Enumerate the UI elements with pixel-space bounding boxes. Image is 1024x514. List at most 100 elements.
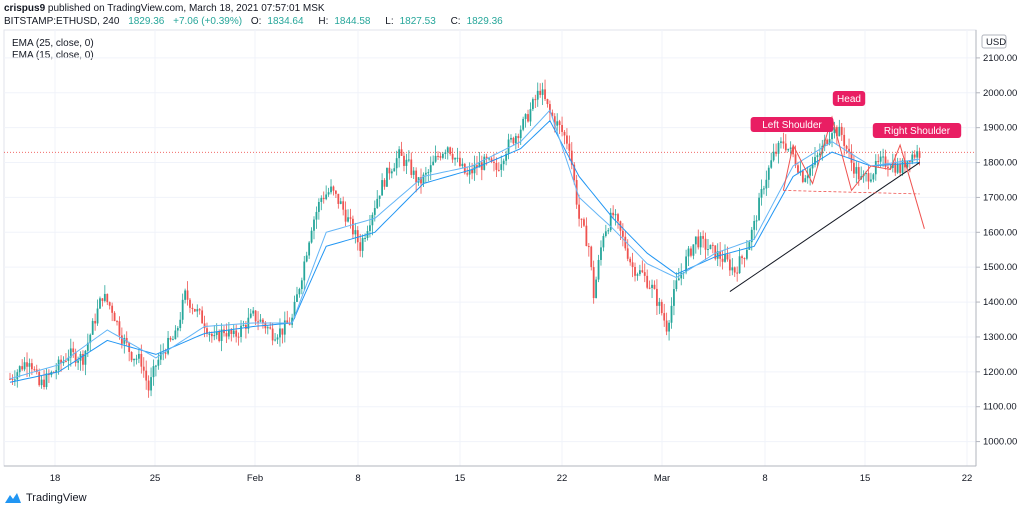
- candle-body: [522, 118, 525, 130]
- candle-body: [223, 329, 225, 334]
- candle-body: [626, 248, 629, 259]
- candle-body: [879, 156, 882, 162]
- open-value: 1834.64: [267, 16, 304, 27]
- ema25-legend[interactable]: EMA (25, close, 0): [12, 38, 94, 49]
- candle-body: [850, 151, 853, 163]
- candle-body: [322, 197, 325, 200]
- candle-body: [621, 230, 624, 237]
- candle-body: [96, 308, 99, 324]
- candle-body: [186, 290, 189, 300]
- candle-body: [714, 245, 717, 259]
- candle-body: [45, 373, 48, 387]
- candle-body: [429, 165, 432, 173]
- x-tick-label: Mar: [654, 473, 670, 484]
- candle-body: [609, 212, 612, 231]
- x-tick-label: Feb: [247, 473, 263, 484]
- candle-body: [573, 164, 576, 181]
- candle-body: [77, 360, 79, 363]
- candle-body: [656, 288, 658, 306]
- candle-body: [386, 167, 388, 187]
- candle-body: [441, 153, 444, 158]
- ema15-legend[interactable]: EMA (15, close, 0): [12, 50, 94, 61]
- candle-body: [731, 267, 734, 271]
- candle-body: [60, 359, 62, 364]
- candle-body: [30, 363, 33, 370]
- x-tick-label: 18: [50, 473, 61, 484]
- candle-body: [271, 328, 274, 341]
- brand-name[interactable]: TradingView: [26, 492, 87, 504]
- candle-body: [811, 164, 814, 169]
- candle-body: [870, 179, 872, 182]
- candle-body: [159, 352, 162, 360]
- x-tick-label: 25: [150, 473, 161, 484]
- candle-body: [74, 352, 77, 363]
- candle-body: [578, 204, 580, 219]
- x-tick-label: 15: [860, 473, 871, 484]
- candle-body: [818, 153, 821, 156]
- candle-body: [833, 127, 836, 134]
- candle-body: [471, 169, 473, 174]
- candle-body: [534, 99, 537, 101]
- candle-body: [760, 188, 763, 198]
- candle-body: [43, 379, 45, 387]
- candle-body: [364, 238, 366, 240]
- candle-body: [463, 163, 466, 174]
- candle-body: [894, 162, 897, 173]
- candle-body: [483, 156, 486, 170]
- candle-body: [215, 331, 218, 336]
- candle-body: [845, 145, 848, 149]
- candle-body: [242, 324, 245, 326]
- candle-body: [461, 163, 464, 167]
- candle-body: [485, 156, 488, 159]
- ema-lines: [9, 109, 920, 383]
- candle-body: [597, 259, 600, 280]
- candle-body: [804, 178, 807, 182]
- candle-body: [130, 351, 133, 361]
- candle-body: [456, 157, 459, 159]
- candle-body: [405, 159, 408, 166]
- y-tick-label: 1700.00: [983, 192, 1017, 203]
- candle-body: [646, 275, 649, 288]
- candle-body: [398, 149, 401, 159]
- candle-body: [288, 323, 291, 325]
- candle-body: [249, 313, 252, 318]
- candle-body: [415, 170, 418, 183]
- candle-body: [612, 212, 615, 216]
- candle-body: [444, 152, 447, 154]
- y-tick-label: 1600.00: [983, 227, 1017, 238]
- candle-body: [439, 155, 442, 158]
- candle-body: [293, 301, 296, 318]
- candle-body: [648, 287, 651, 289]
- candle-body: [69, 348, 72, 358]
- candle-body: [281, 328, 284, 335]
- candle-body: [707, 249, 709, 251]
- candle-body: [908, 160, 911, 163]
- candle-body: [332, 186, 335, 191]
- symbol-label[interactable]: BITSTAMP:ETHUSD, 240: [4, 16, 120, 27]
- candle-body: [556, 121, 559, 126]
- candle-body: [155, 365, 157, 367]
- candle-body: [227, 329, 230, 337]
- candle-body: [896, 164, 899, 173]
- candle-body: [225, 333, 228, 337]
- candle-body: [553, 116, 556, 126]
- candle-body: [283, 320, 286, 335]
- candle-body: [432, 161, 435, 166]
- candle-body: [315, 211, 318, 220]
- candle-body: [245, 324, 247, 329]
- y-tick-label: 1300.00: [983, 332, 1017, 343]
- candle-body: [218, 331, 221, 341]
- candle-body: [189, 299, 191, 308]
- candle-body: [865, 173, 867, 175]
- candle-body: [390, 171, 393, 174]
- candle-body: [770, 160, 773, 168]
- author-name[interactable]: crispus9: [4, 3, 46, 14]
- candle-body: [152, 366, 155, 378]
- candle-body: [254, 310, 257, 322]
- candle-body: [55, 370, 58, 373]
- footer-brand: TradingView: [4, 492, 87, 504]
- candle-body: [604, 231, 607, 237]
- candle-body: [89, 334, 92, 343]
- candle-body: [420, 177, 422, 184]
